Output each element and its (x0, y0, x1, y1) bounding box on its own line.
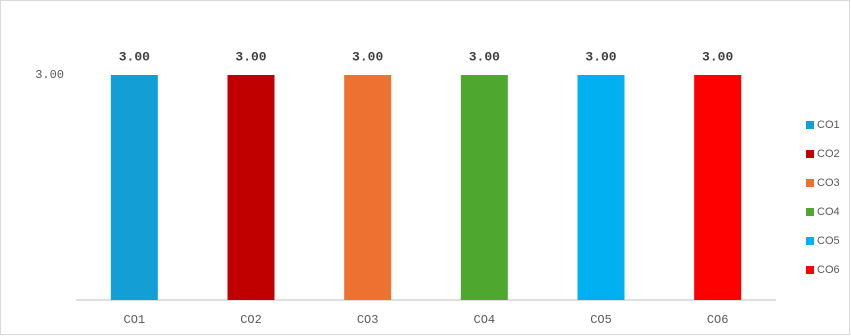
value-label: 3.00 (119, 49, 150, 64)
legend-label: CO2 (817, 148, 840, 160)
legend-label: CO3 (817, 177, 840, 189)
bar (344, 75, 392, 300)
legend-swatch (806, 266, 814, 274)
bar (694, 75, 742, 300)
legend-swatch (806, 237, 814, 245)
x-tick-label: CO1 (124, 313, 146, 327)
legend-swatch (806, 150, 814, 158)
y-tick-label: 3.00 (35, 68, 64, 82)
x-tick-label: CO2 (240, 313, 262, 327)
value-label: 3.00 (469, 49, 500, 64)
legend-swatch (806, 179, 814, 187)
bar (110, 75, 158, 300)
legend-label: CO4 (817, 206, 840, 218)
x-tick-label: CO4 (474, 313, 496, 327)
x-tick-label: CO5 (590, 313, 612, 327)
legend-swatch (806, 121, 814, 129)
legend-label: CO1 (817, 119, 840, 131)
legend-swatch (806, 208, 814, 216)
bar (460, 75, 508, 300)
bar (227, 75, 275, 300)
value-label: 3.00 (585, 49, 616, 64)
value-label: 3.00 (702, 49, 733, 64)
bar (577, 75, 625, 300)
value-label: 3.00 (235, 49, 266, 64)
value-label: 3.00 (352, 49, 383, 64)
x-tick-label: CO6 (707, 313, 729, 327)
x-tick-label: CO3 (357, 313, 379, 327)
legend-label: CO6 (817, 264, 840, 276)
legend-label: CO5 (817, 235, 840, 247)
